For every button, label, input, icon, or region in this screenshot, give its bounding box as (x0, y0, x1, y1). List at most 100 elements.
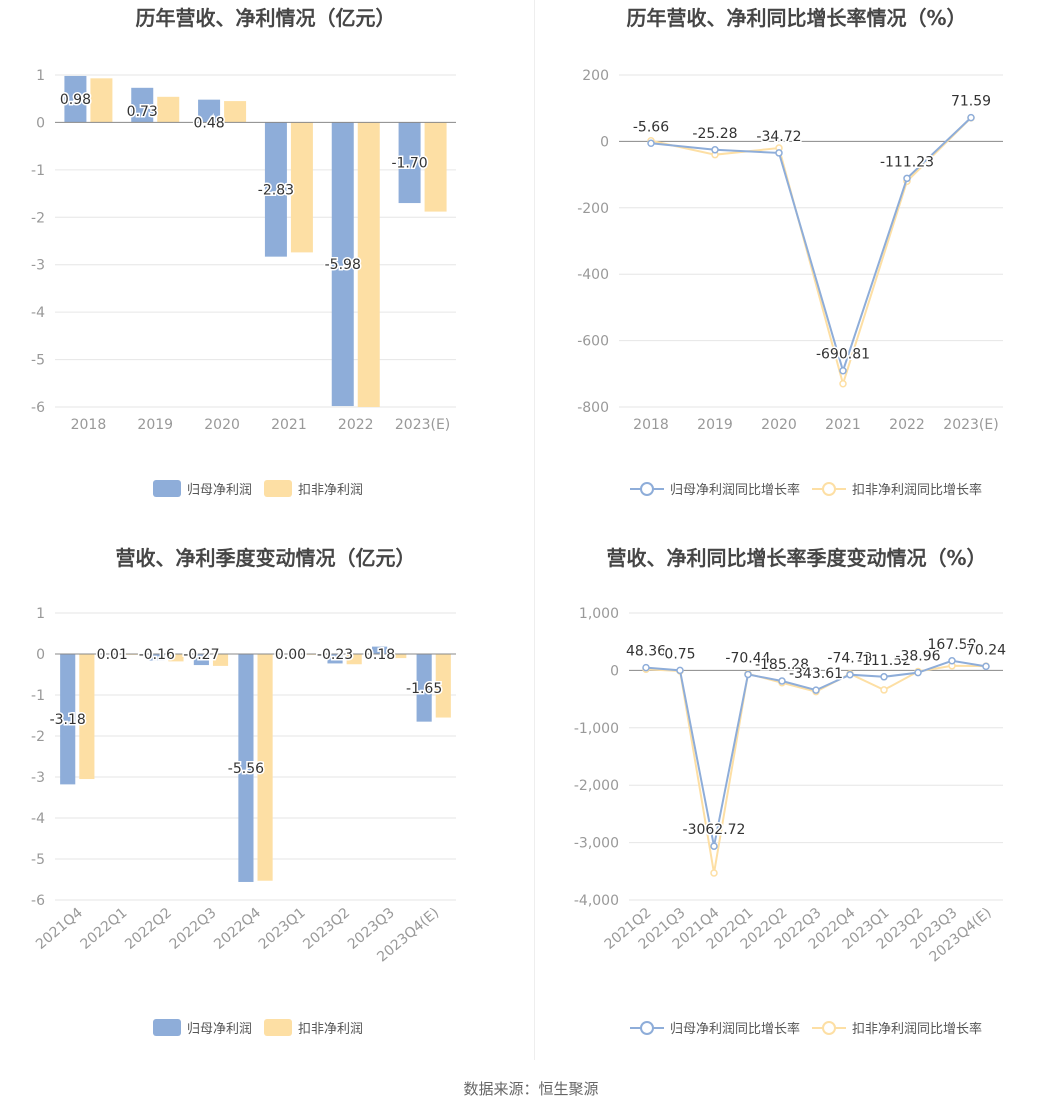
data-label: -38.96 (895, 649, 940, 665)
x-tick-label: 2023Q2 (300, 905, 353, 953)
y-tick-label: -5 (31, 353, 45, 369)
x-tick-label: 2019 (697, 417, 733, 433)
y-tick-label: -1 (31, 688, 45, 704)
y-tick-label: -1 (31, 163, 45, 179)
y-tick-label: -2,000 (574, 778, 619, 794)
data-label: -70.44 (725, 650, 770, 666)
data-label: -343.61 (789, 666, 843, 682)
bar (149, 654, 165, 661)
x-tick-label: 2022Q4 (211, 905, 264, 953)
y-tick-label: -200 (577, 201, 609, 217)
y-tick-label: 0 (36, 115, 45, 131)
x-tick-label: 2023(E) (395, 417, 450, 433)
data-label: 71.59 (951, 94, 991, 110)
y-tick-label: -5 (31, 852, 45, 868)
chart-title: 历年营收、净利情况（亿元） (135, 6, 396, 30)
y-tick-label: -6 (31, 893, 45, 909)
legend-label: 归母净利润 (187, 483, 252, 498)
data-label: -5.56 (228, 761, 264, 777)
bar (224, 101, 247, 123)
legend-marker (822, 1021, 836, 1035)
data-label: -690.81 (816, 347, 870, 363)
bar (64, 75, 87, 123)
chart-title: 营收、净利季度变动情况（亿元） (115, 546, 416, 570)
bar (198, 99, 221, 123)
y-tick-label: -2 (31, 729, 45, 745)
bar (238, 654, 254, 882)
legend-label: 扣非净利润同比增长率 (852, 482, 982, 498)
bar (157, 96, 180, 123)
y-tick-label: 200 (582, 68, 609, 84)
y-tick-label: -2 (31, 210, 45, 226)
y-tick-label: -800 (577, 400, 609, 416)
data-label: 0.48 (193, 116, 224, 132)
x-tick-label: 2018 (633, 417, 669, 433)
data-point (711, 146, 719, 154)
x-tick-label: 2021 (271, 417, 307, 433)
data-point (982, 662, 990, 671)
data-point (948, 657, 956, 665)
chart-title: 历年营收、净利同比增长率情况（%） (626, 6, 967, 30)
data-point (647, 139, 655, 148)
data-label: -111.23 (880, 154, 934, 170)
chart-panel-annual-growth: 历年营收、净利同比增长率情况（%） 200 0 -200 -400 -600 -800 20… (531, 0, 1062, 540)
bar (357, 122, 380, 407)
legend-label: 归母净利润 (187, 1022, 252, 1037)
legend-swatch (153, 480, 181, 497)
data-source-note: 数据来源：恒生聚源 (463, 1080, 599, 1098)
data-point (676, 666, 684, 675)
data-label: 0.73 (127, 104, 158, 120)
chart-panel-annual-profit: 历年营收、净利情况（亿元） 1 0 -1 -2 -3 -4 -5 -6 2018 2019 2020… (0, 0, 531, 540)
bar (168, 654, 184, 662)
data-label: -5.98 (325, 257, 361, 273)
legend-label: 归母净利润同比增长率 (670, 482, 800, 498)
x-tick-label: 2023(E) (943, 417, 998, 433)
chart-quarterly-growth: 1,0000-1,000-2,000-3,000-4,0002021Q22021… (574, 606, 1008, 1037)
y-tick-label: 1 (36, 606, 45, 622)
data-label: -0.16 (139, 647, 175, 663)
bar (391, 654, 407, 659)
data-label: -0.27 (183, 647, 219, 663)
chart-quarterly-profit: 10-1-2-3-4-5-62021Q42022Q12022Q22022Q320… (31, 606, 456, 1037)
series-line (645, 664, 987, 874)
y-tick-label: -3,000 (574, 836, 619, 852)
bar (346, 654, 362, 665)
data-label: -2.83 (258, 183, 294, 199)
y-tick-label: -4 (31, 811, 45, 827)
y-tick-label: -600 (577, 334, 609, 350)
legend-marker (640, 1021, 654, 1035)
x-tick-label: 2020 (204, 417, 240, 433)
data-point (846, 670, 854, 679)
bar (212, 654, 229, 666)
y-tick-label: -4,000 (574, 893, 619, 909)
data-label: 167.58 (928, 637, 977, 653)
data-label: -111.52 (857, 653, 911, 669)
x-tick-label: 2022Q2 (122, 905, 175, 953)
data-point (710, 869, 718, 877)
bar (398, 122, 421, 204)
data-point (880, 673, 888, 681)
y-tick-label: -4 (31, 305, 45, 321)
chart-title: 营收、净利同比增长率季度变动情况（%） (606, 546, 987, 570)
data-label: 48.36 (626, 644, 666, 660)
y-tick-label: -3 (31, 258, 45, 274)
y-tick-label: 0 (36, 647, 45, 663)
data-label: -3.18 (50, 712, 86, 728)
legend-marker (640, 482, 654, 496)
bar (90, 78, 113, 123)
y-tick-label: 0 (600, 134, 609, 150)
series-line (650, 117, 972, 388)
data-label: -1.70 (391, 156, 427, 172)
bar (264, 122, 287, 257)
legend-swatch (264, 1019, 292, 1036)
data-point (812, 686, 820, 694)
x-tick-label: 2022Q3 (167, 905, 220, 953)
chart-annual-growth: 200 0 -200 -400 -600 -800 2018 2019 2020 2021 2022… (577, 68, 1003, 498)
legend-label: 扣非净利润 (298, 1022, 363, 1037)
y-tick-label: -1,000 (574, 721, 619, 737)
bar (131, 87, 154, 123)
x-tick-label: 2021Q4 (33, 905, 86, 953)
legend-swatch (264, 480, 292, 497)
x-tick-label: 2020 (761, 417, 797, 433)
y-tick-label: 1 (36, 68, 45, 84)
